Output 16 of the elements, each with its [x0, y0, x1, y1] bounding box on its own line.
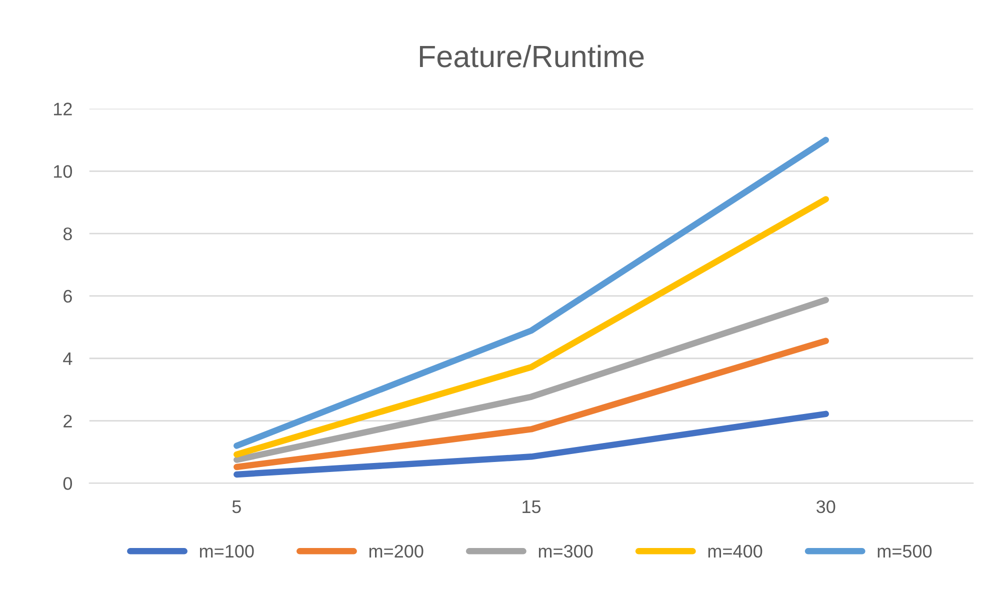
y-tick-label: 2	[64, 414, 72, 428]
y-tick-label: 0	[63, 477, 72, 490]
y-tick-label: 4	[63, 352, 72, 365]
x-tick-label: 15	[522, 500, 541, 514]
y-tick-label: 6	[64, 290, 72, 303]
legend-label: m=500	[878, 544, 932, 558]
x-tick-label: 30	[816, 500, 836, 514]
x-tick-label: 5	[232, 500, 241, 514]
legend-label: m=200	[369, 544, 424, 558]
legend-label: m=300	[538, 544, 593, 558]
chart-title: Feature/Runtime	[420, 44, 644, 68]
y-tick-label: 8	[63, 227, 72, 240]
legend-label: m=400	[708, 544, 762, 558]
y-tick-label: 10	[54, 165, 72, 178]
y-tick-label: 12	[54, 102, 72, 116]
legend-label: m=100	[200, 544, 254, 558]
